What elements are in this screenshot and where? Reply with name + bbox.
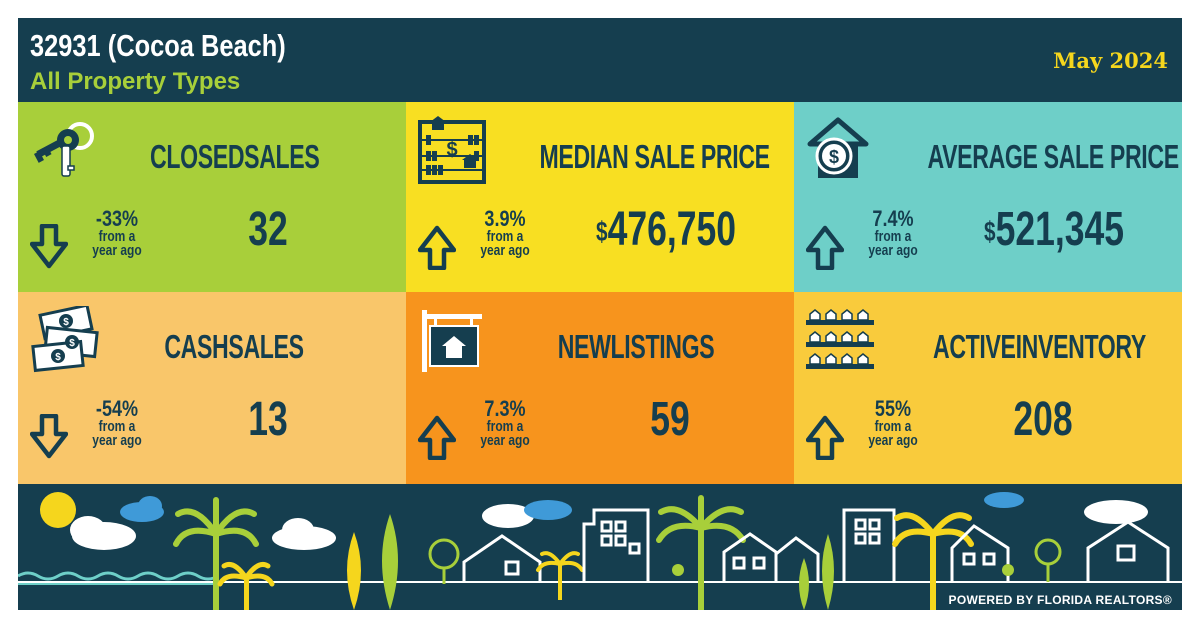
change-percent: 55% xyxy=(874,396,912,421)
change-percent: -54% xyxy=(95,396,139,421)
change-from: from a xyxy=(486,228,524,245)
arrow-down-icon xyxy=(30,224,68,269)
change-indicator: 7.3% from a year ago xyxy=(464,396,546,449)
stat-number: 476,750 xyxy=(607,203,736,256)
tile-closed-sales: CLOSEDSALES -33% from a year ago 32 xyxy=(18,102,406,292)
svg-text:$: $ xyxy=(63,317,69,328)
house-dollar-icon: $ xyxy=(807,117,869,178)
footer: POWERED BY FLORIDA REALTORS® xyxy=(18,484,1182,610)
tile-label: CLOSEDSALES xyxy=(150,138,320,175)
stats-grid: CLOSEDSALES -33% from a year ago 32 xyxy=(18,102,1182,484)
tile-average-sale-price: $ AVERAGE SALE PRICE 7.4% from a year ag… xyxy=(794,102,1182,292)
tile-label: MEDIAN SALE PRICE xyxy=(539,138,771,175)
stat-value: 59 xyxy=(650,393,690,446)
change-from: from a xyxy=(98,228,136,245)
page-subtitle: All Property Types xyxy=(30,68,241,95)
change-indicator: -54% from a year ago xyxy=(76,396,158,449)
change-year-ago: year ago xyxy=(480,432,530,449)
change-year-ago: year ago xyxy=(92,432,142,449)
change-year-ago: year ago xyxy=(868,242,918,259)
change-year-ago: year ago xyxy=(868,432,918,449)
header: 32931 (Cocoa Beach) All Property Types M… xyxy=(18,18,1182,102)
currency-symbol: $ xyxy=(984,216,996,247)
page-title: 32931 (Cocoa Beach) xyxy=(30,28,286,63)
powered-by-text: POWERED BY FLORIDA REALTORS® xyxy=(948,593,1172,607)
change-year-ago: year ago xyxy=(92,242,142,259)
change-indicator: 3.9% from a year ago xyxy=(464,206,546,259)
change-indicator: 7.4% from a year ago xyxy=(852,206,934,259)
abacus-icon: $ xyxy=(418,116,486,184)
beach-cityscape-illustration xyxy=(18,492,1182,610)
change-from: from a xyxy=(874,418,912,435)
arrow-down-icon xyxy=(30,414,68,459)
tile-cash-sales: $ $ $ CASHSALES -54% from a year ago 13 xyxy=(18,292,406,484)
svg-text:$: $ xyxy=(69,338,75,349)
currency-symbol: $ xyxy=(596,216,608,247)
cash-icon: $$$ xyxy=(31,306,99,373)
tile-label: AVERAGE SALE PRICE xyxy=(927,138,1180,175)
tile-active-inventory: ACTIVEINVENTORY 55% from a year ago 208 xyxy=(794,292,1182,484)
stat-number: 521,345 xyxy=(995,203,1124,256)
stat-value: $476,750 xyxy=(585,202,748,257)
tile-label: CASHSALES xyxy=(164,328,304,365)
arrow-up-icon xyxy=(806,415,844,460)
change-from: from a xyxy=(98,418,136,435)
change-percent: -33% xyxy=(95,206,139,231)
stat-value: $521,345 xyxy=(973,202,1136,257)
tile-median-sale-price: $ MEDIAN SALE PRICE 3.9% from a year ago… xyxy=(406,102,794,292)
tile-label: NEWLISTINGS xyxy=(557,328,715,365)
tile-label: ACTIVEINVENTORY xyxy=(933,328,1146,365)
change-from: from a xyxy=(486,418,524,435)
report-date: May 2024 xyxy=(1053,48,1168,73)
for-sale-sign-icon xyxy=(422,310,482,372)
houses-grid-icon xyxy=(806,309,874,369)
svg-text:$: $ xyxy=(446,139,457,161)
keys-icon xyxy=(34,122,94,177)
change-percent: 7.3% xyxy=(484,396,526,421)
svg-text:$: $ xyxy=(55,352,61,363)
stat-value: 13 xyxy=(248,393,288,446)
stat-value: 32 xyxy=(248,203,288,256)
arrow-up-icon xyxy=(418,415,456,460)
arrow-up-icon xyxy=(806,225,844,270)
stat-value: 208 xyxy=(1013,393,1073,446)
change-from: from a xyxy=(874,228,912,245)
change-percent: 3.9% xyxy=(484,206,526,231)
change-year-ago: year ago xyxy=(480,242,530,259)
change-percent: 7.4% xyxy=(872,206,914,231)
change-indicator: -33% from a year ago xyxy=(76,206,158,259)
tile-new-listings: NEWLISTINGS 7.3% from a year ago 59 xyxy=(406,292,794,484)
svg-text:$: $ xyxy=(829,147,839,167)
arrow-up-icon xyxy=(418,225,456,270)
change-indicator: 55% from a year ago xyxy=(852,396,934,449)
infographic-frame: 32931 (Cocoa Beach) All Property Types M… xyxy=(18,18,1182,610)
